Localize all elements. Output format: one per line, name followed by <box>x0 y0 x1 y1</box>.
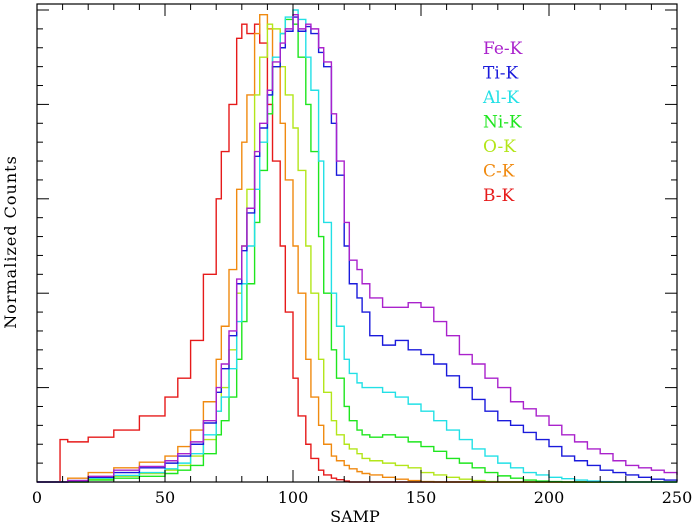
legend-entry-o-k: O-K <box>483 137 516 157</box>
series-o-k-line <box>37 23 677 483</box>
series-ti-k-line <box>37 16 678 483</box>
series-ni-k-line <box>37 18 677 483</box>
x-tick-label: 100 <box>278 488 309 507</box>
x-tick-label: 0 <box>32 488 42 507</box>
plot-frame <box>36 3 678 483</box>
series-fe-k-line <box>37 14 678 483</box>
series-layer <box>37 9 678 483</box>
x-tick-label: 250 <box>662 488 693 507</box>
legend: Fe-K Ti-K Al-K Ni-K O-K C-K B-K <box>482 39 523 206</box>
series-c-k-line <box>37 14 677 483</box>
x-axis-label: SAMP <box>330 507 380 526</box>
x-tick-label: 150 <box>406 488 437 507</box>
legend-entry-fe-k: Fe-K <box>483 39 523 59</box>
x-tick-label: 200 <box>534 488 565 507</box>
series-al-k-line <box>37 9 677 483</box>
series-b-k-line <box>37 23 677 483</box>
legend-entry-al-k: Al-K <box>482 88 519 108</box>
legend-entry-ti-k: Ti-K <box>483 64 519 84</box>
y-axis-label: Normalized Counts <box>1 155 20 329</box>
legend-entry-ni-k: Ni-K <box>483 113 522 133</box>
legend-entry-b-k: B-K <box>483 186 515 206</box>
tick-layer: 0 50 100 150 200 250 <box>32 4 692 507</box>
legend-entry-c-k: C-K <box>483 162 515 182</box>
x-tick-label: 50 <box>155 488 175 507</box>
